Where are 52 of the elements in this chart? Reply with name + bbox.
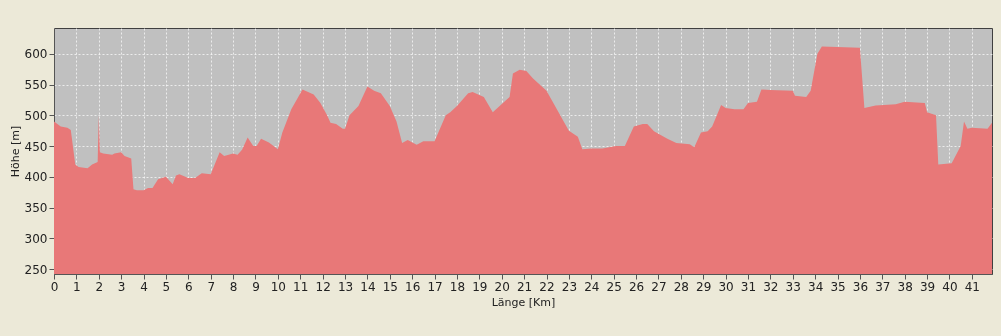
x-tick-label: 22 xyxy=(539,279,555,294)
x-tick-label: 41 xyxy=(964,279,980,294)
x-tick-label: 39 xyxy=(919,279,936,294)
x-tick-label: 7 xyxy=(207,279,216,294)
x-tick-label: 2 xyxy=(95,279,104,294)
x-tick-label: 5 xyxy=(162,279,171,294)
x-tick-label: 37 xyxy=(875,279,891,294)
y-tick-label: 600 xyxy=(24,47,48,62)
x-tick-label: 8 xyxy=(229,279,238,294)
x-tick-label: 15 xyxy=(382,279,398,294)
x-tick-label: 27 xyxy=(651,279,667,294)
x-tick-label: 32 xyxy=(763,279,779,294)
x-tick-label: 34 xyxy=(808,279,824,294)
y-tick-label: 350 xyxy=(24,201,48,216)
x-tick-label: 38 xyxy=(897,279,913,294)
y-tick-label: 250 xyxy=(24,262,48,277)
x-tick-label: 20 xyxy=(494,279,510,294)
x-tick-label: 11 xyxy=(293,279,309,294)
y-tick-label: 400 xyxy=(24,170,48,185)
x-tick-label: 35 xyxy=(830,279,846,294)
x-tick-label: 24 xyxy=(584,279,600,294)
y-axis-title: Höhe [m] xyxy=(8,125,22,178)
x-tick-label: 28 xyxy=(673,279,689,294)
y-tick-label: 550 xyxy=(24,78,48,93)
x-tick-label: 13 xyxy=(337,279,354,294)
x-tick-label: 4 xyxy=(140,279,148,294)
x-tick-label: 6 xyxy=(185,279,193,294)
x-tick-label: 31 xyxy=(740,279,757,294)
y-tick-label: 300 xyxy=(24,231,48,246)
x-tick-label: 30 xyxy=(718,279,734,294)
x-axis-title: Länge [Km] xyxy=(491,295,556,309)
x-tick-label: 21 xyxy=(516,279,533,294)
x-tick-label: 14 xyxy=(360,279,376,294)
x-tick-label: 33 xyxy=(785,279,801,294)
x-tick-label: 0 xyxy=(50,279,59,294)
x-tick-label: 26 xyxy=(628,279,645,294)
x-tick-label: 9 xyxy=(252,279,260,294)
x-tick-label: 25 xyxy=(606,279,622,294)
x-tick-label: 40 xyxy=(942,279,958,294)
x-tick-label: 23 xyxy=(561,279,578,294)
x-tick-label: 12 xyxy=(315,279,331,294)
y-tick-label: 450 xyxy=(24,139,48,154)
x-tick-label: 17 xyxy=(427,279,443,294)
x-tick-label: 18 xyxy=(449,279,466,294)
x-tick-label: 3 xyxy=(117,279,126,294)
x-tick-label: 19 xyxy=(472,279,488,294)
x-tick-label: 36 xyxy=(852,279,869,294)
x-tick-label: 29 xyxy=(696,279,712,294)
y-tick-label: 500 xyxy=(24,108,48,123)
x-tick-label: 10 xyxy=(270,279,287,294)
x-tick-label: 1 xyxy=(73,279,81,294)
x-tick-label: 16 xyxy=(405,279,421,294)
